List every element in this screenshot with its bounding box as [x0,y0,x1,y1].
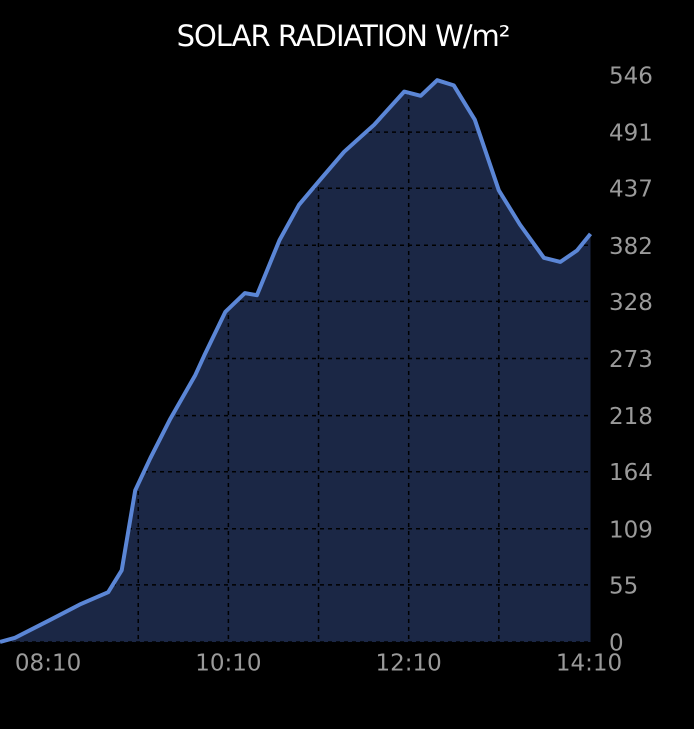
y-tick-label: 55 [609,573,638,599]
y-tick-label: 546 [609,64,653,90]
y-tick-label: 273 [609,347,653,373]
y-tick-label: 0 [609,631,624,657]
y-tick-label: 218 [609,404,653,430]
y-tick-label: 491 [609,121,653,147]
y-tick-label: 109 [609,517,653,543]
x-tick-label: 08:10 [15,651,81,677]
chart-title: SOLAR RADIATION W/m² [177,19,510,53]
y-tick-label: 382 [609,234,653,260]
x-tick-label: 14:10 [556,651,622,677]
y-tick-label: 164 [609,460,653,486]
y-tick-label: 437 [609,177,653,203]
area-fill [0,80,591,642]
area-line [0,78,593,644]
x-tick-label: 10:10 [195,651,261,677]
y-tick-label: 328 [609,290,653,316]
x-tick-label: 12:10 [376,651,442,677]
